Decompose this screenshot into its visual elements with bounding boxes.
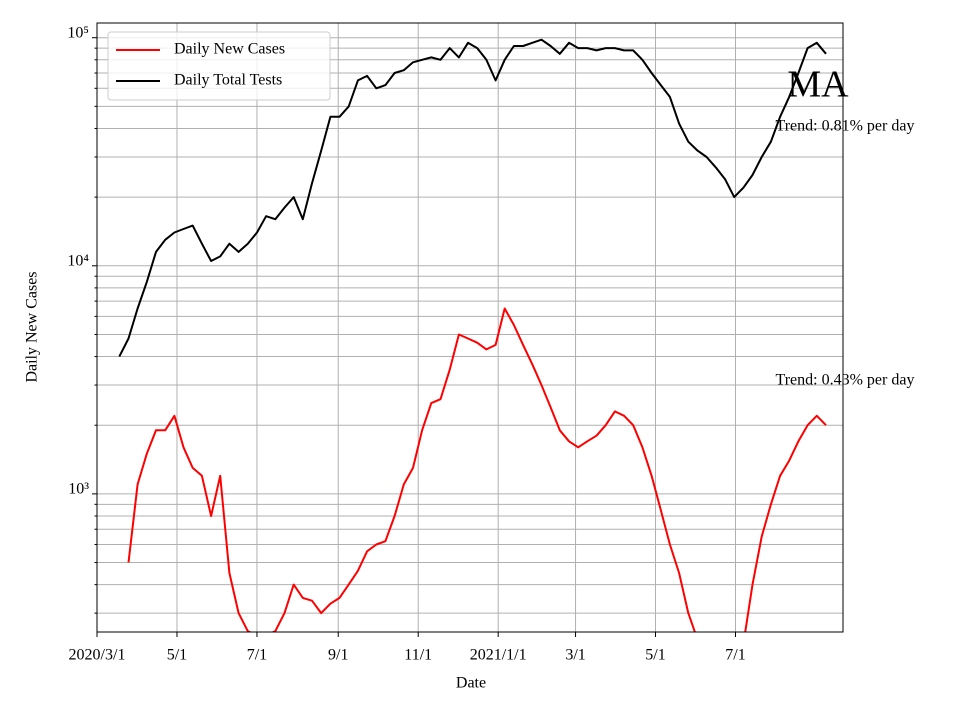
annotation: Trend: 0.43% per day — [776, 372, 915, 389]
legend-box — [107, 31, 331, 101]
annotation: MA — [787, 64, 849, 106]
legend: Daily New Cases Daily Total Tests — [107, 31, 331, 101]
y-axis-label: Daily New Cases — [24, 271, 41, 382]
x-tick-label: 2020/3/1 — [69, 647, 126, 664]
y-tick-label: 10⁵ — [67, 24, 89, 41]
x-tick-label: 9/1 — [328, 647, 348, 664]
series-line — [127, 307, 827, 632]
y-tick-label: 10³ — [68, 481, 89, 498]
legend-label: Daily Total Tests — [174, 72, 282, 89]
x-tick-label: 5/1 — [167, 647, 187, 664]
y-tick-label: 10⁴ — [67, 252, 89, 269]
x-axis-label: Date — [456, 675, 486, 692]
x-tick-label: 5/1 — [645, 647, 665, 664]
plot-frame — [96, 22, 844, 633]
x-tick-label: 7/1 — [247, 647, 267, 664]
x-tick-label: 2021/1/1 — [470, 647, 527, 664]
annotation: Trend: 0.81% per day — [776, 118, 915, 135]
x-tick-label: 7/1 — [725, 647, 745, 664]
legend-label: Daily New Cases — [174, 41, 285, 58]
x-tick-label: 11/1 — [404, 647, 432, 664]
series-line — [118, 38, 827, 358]
x-tick-label: 3/1 — [565, 647, 585, 664]
